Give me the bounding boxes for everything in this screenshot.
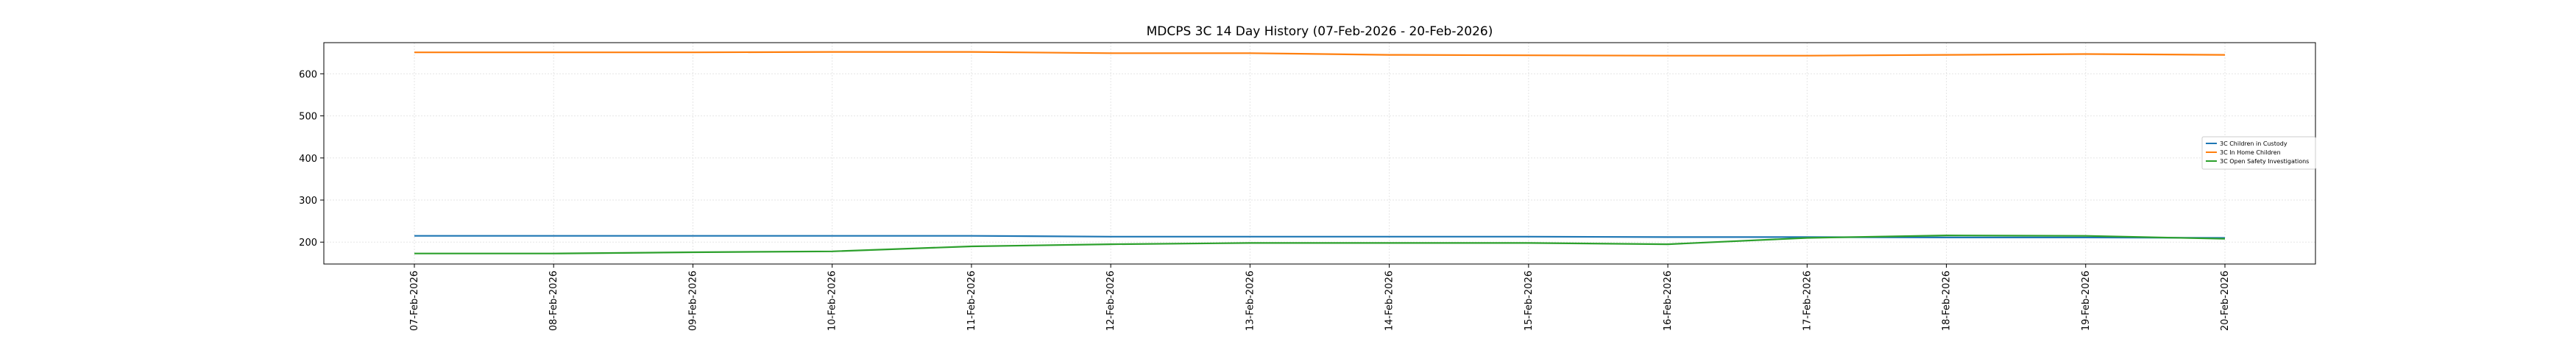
series-lines: [414, 51, 2226, 254]
chart-title: MDCPS 3C 14 Day History (07-Feb-2026 - 2…: [1147, 24, 1493, 39]
legend-box: [2201, 136, 2316, 170]
legend: 3C Children in Custody 3C In Home Childre…: [2201, 136, 2316, 170]
y-tick-label: 500: [299, 112, 317, 123]
legend-label: 3C Open Safety Investigations: [2220, 158, 2309, 165]
legend-label: 3C Children in Custody: [2220, 140, 2287, 147]
x-tick-label: 20-Feb-2026: [2220, 271, 2231, 331]
x-tick-label: 08-Feb-2026: [548, 271, 559, 331]
x-tick-label: 12-Feb-2026: [1105, 271, 1117, 331]
y-tick-label: 300: [299, 196, 317, 207]
x-tick-label: 07-Feb-2026: [409, 271, 420, 331]
x-tick-label: 17-Feb-2026: [1802, 271, 1813, 331]
x-tick-label: 16-Feb-2026: [1663, 271, 1674, 331]
x-tick-label: 14-Feb-2026: [1384, 271, 1395, 331]
y-axis: 200 300 400 500 600: [299, 69, 324, 249]
x-tick-label: 09-Feb-2026: [687, 271, 698, 331]
plot-frame: [323, 42, 2316, 265]
x-tick-label: 11-Feb-2026: [966, 271, 977, 331]
x-tick-label: 10-Feb-2026: [827, 271, 838, 331]
x-tick-label: 13-Feb-2026: [1245, 271, 1256, 331]
x-axis: 07-Feb-2026 08-Feb-2026 09-Feb-2026 10-Feb-…: [409, 264, 2231, 331]
x-tick-label: 18-Feb-2026: [1942, 271, 1953, 331]
y-tick-label: 600: [299, 69, 317, 80]
x-tick-label: 19-Feb-2026: [2081, 271, 2092, 331]
y-tick-label: 200: [299, 238, 317, 249]
y-tick-label: 400: [299, 154, 317, 165]
series-line-3: [414, 235, 2226, 254]
grid-lines: [324, 43, 2315, 264]
series-line-2: [414, 51, 2226, 57]
legend-label: 3C In Home Children: [2220, 149, 2281, 156]
series-line-1: [414, 235, 2226, 239]
x-tick-label: 15-Feb-2026: [1524, 271, 1535, 331]
